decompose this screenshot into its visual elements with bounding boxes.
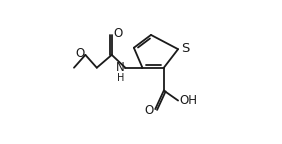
- Text: H: H: [117, 73, 125, 83]
- Text: O: O: [75, 47, 85, 60]
- Text: S: S: [181, 42, 190, 55]
- Text: OH: OH: [179, 94, 197, 107]
- Text: N: N: [116, 61, 125, 74]
- Text: O: O: [114, 27, 123, 40]
- Text: O: O: [144, 104, 154, 117]
